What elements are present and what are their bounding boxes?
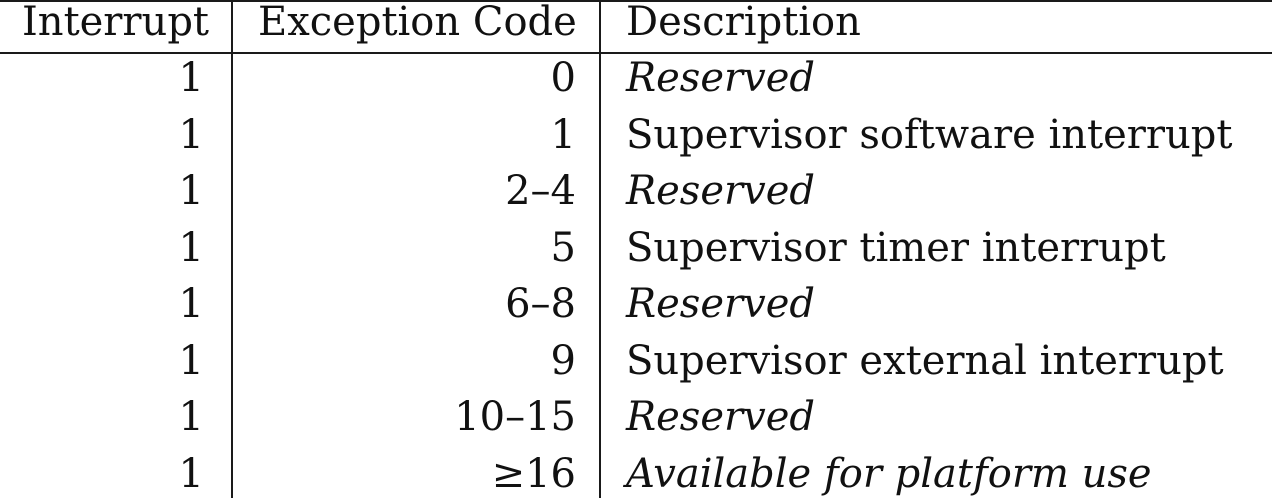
description-cell: Supervisor external interrupt — [626, 338, 1224, 384]
description-cell: Available for platform use — [626, 451, 1152, 497]
interrupt-cell: 1 — [178, 55, 204, 101]
description-cell: Supervisor timer interrupt — [626, 225, 1166, 271]
interrupt-cell: 1 — [178, 112, 204, 158]
column-divider — [599, 0, 601, 498]
table-header-rule — [0, 52, 1272, 54]
description-cell: Reserved — [626, 281, 815, 327]
table-top-rule — [0, 0, 1272, 2]
exception-code-cell: ≥16 — [491, 451, 576, 497]
exception-code-cell: 5 — [550, 225, 576, 271]
exception-code-cell: 2–4 — [505, 168, 576, 214]
description-cell: Reserved — [626, 55, 815, 101]
exception-code-cell: 10–15 — [454, 394, 576, 440]
interrupt-cell: 1 — [178, 168, 204, 214]
interrupt-cell: 1 — [178, 338, 204, 384]
interrupt-cell: 1 — [178, 451, 204, 497]
header-exception-code: Exception Code — [258, 0, 577, 45]
exception-code-cell: 6–8 — [505, 281, 576, 327]
description-cell: Reserved — [626, 394, 815, 440]
column-divider — [231, 0, 233, 498]
interrupt-cell: 1 — [178, 394, 204, 440]
exception-code-cell: 0 — [550, 55, 576, 101]
exception-code-cell: 1 — [550, 112, 576, 158]
description-cell: Reserved — [626, 168, 815, 214]
interrupt-cell: 1 — [178, 281, 204, 327]
exception-code-cell: 9 — [550, 338, 576, 384]
header-interrupt: Interrupt — [22, 0, 209, 45]
interrupt-cell: 1 — [178, 225, 204, 271]
description-cell: Supervisor software interrupt — [626, 112, 1233, 158]
header-description: Description — [626, 0, 861, 45]
